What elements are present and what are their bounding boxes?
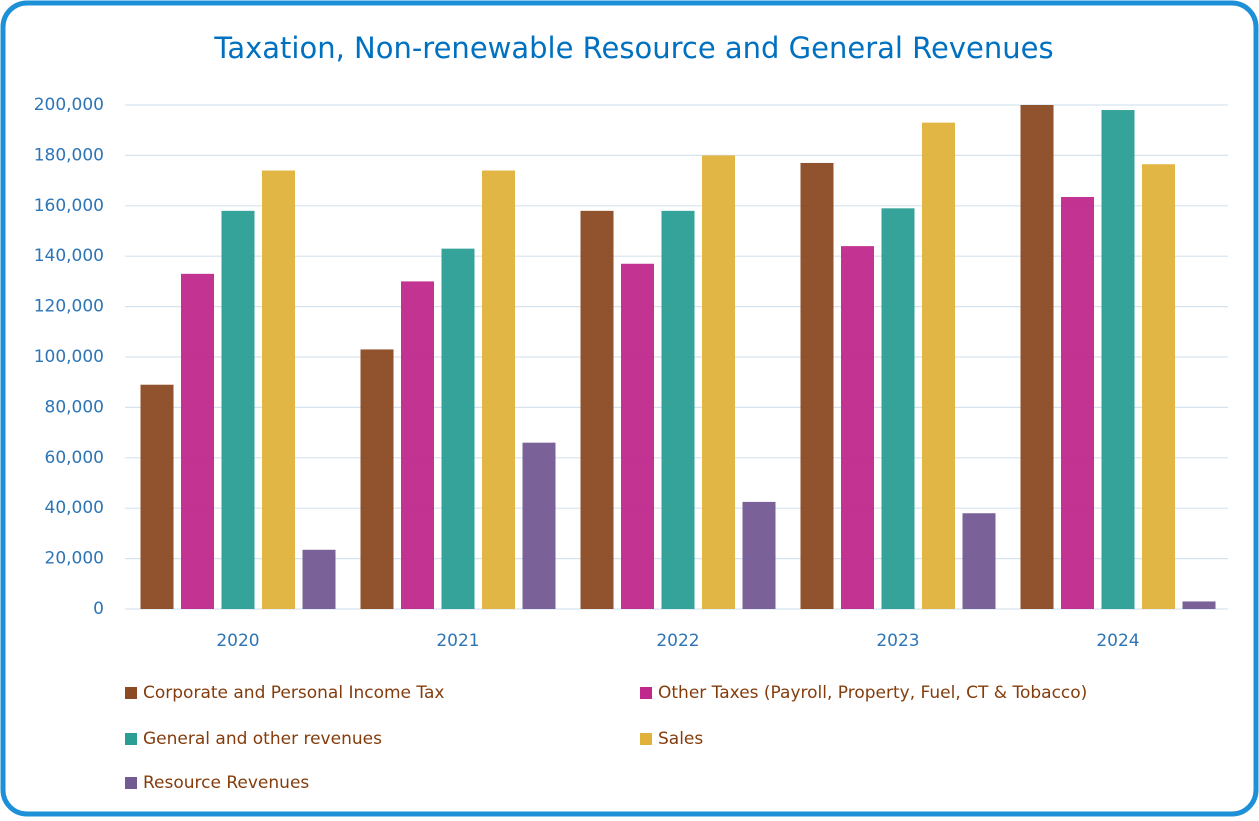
bar (221, 210, 255, 609)
y-tick-label: 80,000 (45, 397, 104, 417)
x-tick-label: 2021 (436, 631, 479, 651)
legend-swatch (125, 733, 137, 745)
bar (1142, 164, 1175, 609)
legend-swatch (125, 687, 137, 699)
y-tick-label: 0 (93, 599, 104, 619)
bar (482, 170, 515, 609)
y-tick-label: 180,000 (34, 145, 104, 165)
bar (661, 210, 695, 609)
x-tick-label: 2024 (1096, 631, 1139, 651)
y-tick-label: 60,000 (45, 448, 104, 468)
bar (1101, 110, 1135, 609)
bar (922, 122, 955, 609)
bar (841, 246, 874, 609)
legend-label: General and other revenues (143, 729, 382, 749)
x-tick-label: 2022 (656, 631, 699, 651)
y-tick-label: 120,000 (34, 297, 104, 317)
bar (621, 263, 654, 609)
bar (302, 549, 336, 609)
bar (140, 384, 174, 609)
legend-label: Other Taxes (Payroll, Property, Fuel, CT… (658, 683, 1087, 703)
bar (580, 210, 614, 609)
x-tick-label: 2023 (876, 631, 919, 651)
bar (881, 208, 915, 609)
legend-label: Sales (658, 729, 703, 749)
y-tick-label: 140,000 (34, 246, 104, 266)
y-tick-label: 200,000 (34, 95, 104, 115)
bar (181, 273, 214, 609)
bar (522, 442, 556, 609)
legend-swatch (125, 777, 137, 789)
bar (360, 349, 394, 609)
y-tick-label: 160,000 (34, 196, 104, 216)
x-tick-label: 2020 (216, 631, 259, 651)
bar (262, 170, 295, 609)
legend-swatch (640, 733, 652, 745)
bar (702, 155, 735, 609)
bar (962, 513, 996, 609)
legend-label: Corporate and Personal Income Tax (143, 683, 444, 703)
bar (800, 162, 834, 609)
chart-title: Taxation, Non-renewable Resource and Gen… (213, 31, 1053, 65)
legend-label: Resource Revenues (143, 773, 309, 793)
bar (742, 501, 776, 609)
y-tick-label: 40,000 (45, 498, 104, 518)
bar (441, 248, 475, 609)
bar (401, 281, 434, 609)
y-tick-label: 100,000 (34, 347, 104, 367)
y-tick-label: 20,000 (45, 549, 104, 569)
legend-swatch (640, 687, 652, 699)
bar (1020, 105, 1054, 609)
bar (1061, 196, 1094, 610)
bar (1182, 601, 1216, 609)
